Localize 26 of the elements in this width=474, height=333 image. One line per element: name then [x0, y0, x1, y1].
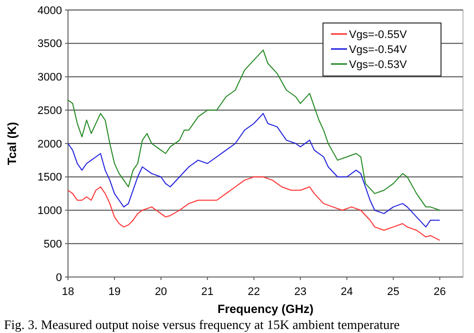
line-series — [68, 112, 440, 228]
y-tick-label: 1500 — [38, 172, 62, 184]
y-axis-title: Tcal (K) — [5, 122, 19, 166]
y-tick-label: 2000 — [38, 138, 62, 150]
x-axis-title: Frequency (GHz) — [217, 302, 314, 316]
y-tick-label: 500 — [44, 238, 62, 250]
legend-label: Vgs=-0.54V — [349, 44, 408, 56]
y-tick-label: 3500 — [38, 38, 62, 50]
x-tick-label: 26 — [434, 286, 446, 298]
legend-label: Vgs=-0.53V — [349, 58, 408, 71]
x-tick-label: 25 — [387, 286, 400, 298]
x-tick-label: 22 — [248, 286, 260, 298]
y-tick-label: 0 — [56, 272, 62, 284]
caption: Fig. 3. Measured output noise versus frequency at 15K ambient temperature — [4, 317, 400, 332]
y-tick-label: 2500 — [38, 104, 62, 117]
line-series — [68, 176, 440, 241]
y-tick-label: 3000 — [38, 72, 62, 84]
x-tick-label: 21 — [201, 286, 214, 298]
x-tick-label: 18 — [62, 286, 74, 298]
x-tick-label: 23 — [294, 286, 306, 298]
y-tick-label: 1000 — [38, 205, 62, 218]
legend-label: Vgs=-0.55V — [349, 28, 408, 41]
x-tick-label: 19 — [108, 286, 121, 298]
x-tick-label: 24 — [340, 286, 353, 298]
x-tick-label: 20 — [154, 286, 168, 298]
y-tick-label: 4000 — [38, 4, 62, 17]
